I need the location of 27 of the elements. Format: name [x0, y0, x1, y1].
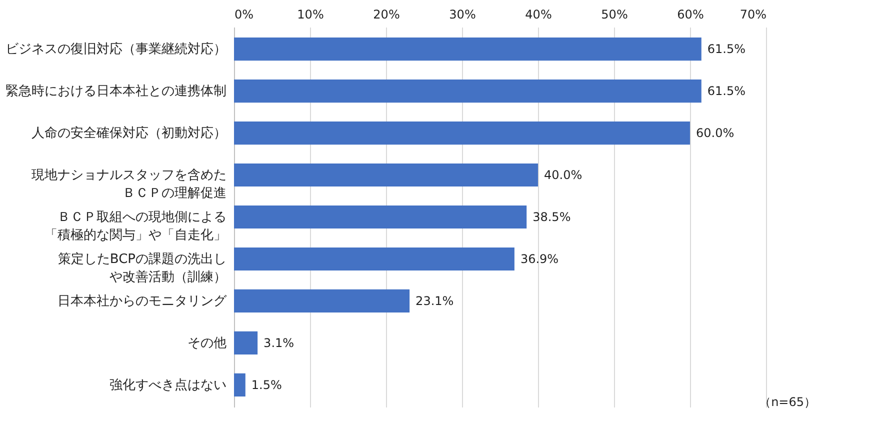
- annotation: （n=65）: [759, 395, 816, 409]
- data-label: 36.9%: [520, 252, 559, 266]
- y-tick-label: 人命の安全確保対応（初動対応）: [32, 125, 226, 142]
- y-tick-label: ＢＣＰ取組への現地側による「積極的な関与」や「自走化」: [44, 210, 226, 243]
- y-tick-label: その他: [188, 336, 226, 351]
- x-tick-label: 50%: [601, 8, 628, 22]
- x-tick-label: 20%: [373, 8, 400, 22]
- data-label: 61.5%: [707, 42, 746, 56]
- y-tick-label: 緊急時における日本本社との連携体制: [6, 84, 226, 100]
- data-label: 1.5%: [251, 378, 282, 392]
- x-tick-label: 30%: [449, 8, 476, 22]
- data-label: 60.0%: [696, 126, 734, 140]
- y-tick-label: 日本本社からのモニタリング: [58, 294, 228, 309]
- data-label: 23.1%: [416, 294, 454, 308]
- x-tick-label: 40%: [525, 8, 552, 22]
- x-tick-label: 60%: [677, 8, 704, 22]
- data-label: 61.5%: [707, 84, 746, 98]
- data-label: 40.0%: [544, 168, 582, 182]
- data-label: 38.5%: [532, 210, 571, 224]
- y-tick-label: 強化すべき点はない: [110, 378, 226, 393]
- x-tick-label: 0%: [234, 8, 254, 22]
- y-tick-label: 策定したBCPの課題の洗出しや改善活動（訓練）: [58, 252, 226, 285]
- y-tick-label: 現地ナショナルスタッフを含めたＢＣＰの理解促進: [32, 168, 226, 202]
- x-tick-label: 10%: [297, 8, 324, 22]
- data-label: 3.1%: [264, 336, 294, 350]
- x-tick-label: 70%: [740, 8, 766, 22]
- y-tick-label: ビジネスの復旧対応（事業継続対応）: [6, 41, 226, 58]
